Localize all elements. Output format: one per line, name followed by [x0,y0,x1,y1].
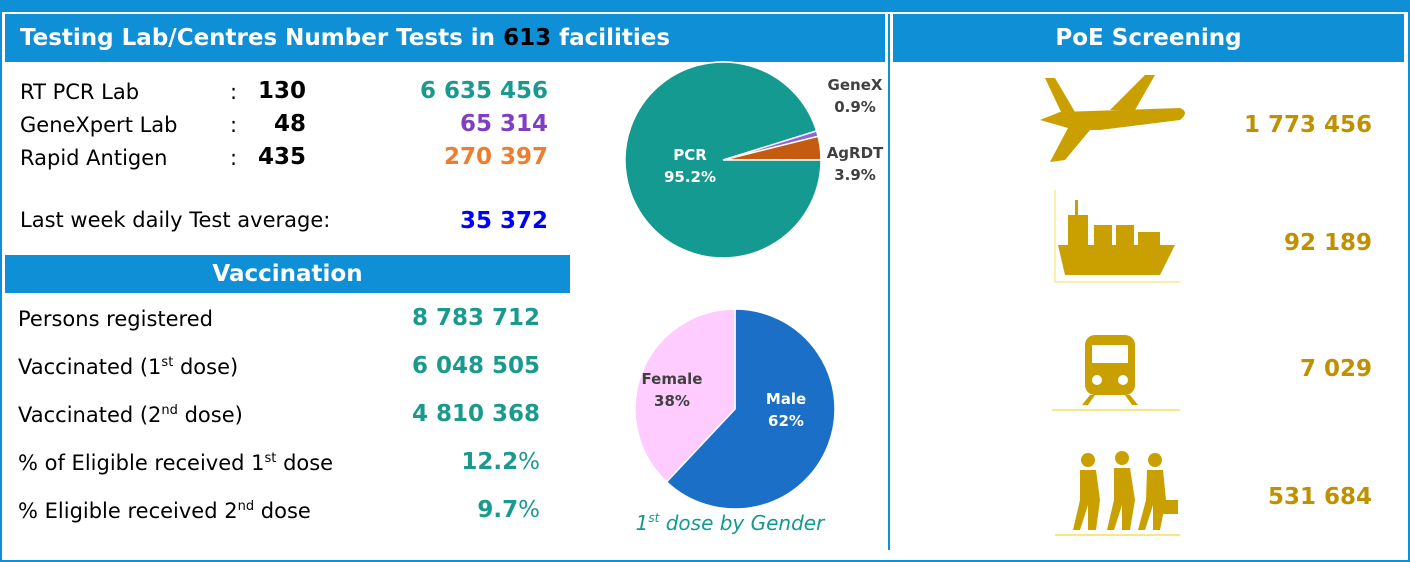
caption-part: dose by Gender [659,511,826,535]
slice-category: AgRDT [827,144,884,162]
vaccination-label: Persons registered [18,307,213,331]
poe-header: PoE Screening [893,14,1404,62]
value-unit: % [518,497,540,523]
value-unit: % [518,449,540,475]
slice-value-label: 38% [654,392,690,410]
poe-value: 92 189 [1283,230,1372,256]
label-sup: nd [237,499,255,514]
separator: : [230,146,238,170]
vaccination-title: Vaccination [212,261,363,287]
pie-slice [634,308,736,483]
divider [888,14,890,550]
test-count: 65 314 [459,111,548,137]
vaccination-label: Vaccinated (2nd dose) [18,403,243,427]
testing-title: Testing Lab/Centres Number Tests in [20,25,496,51]
facilities-count: 613 [503,25,552,51]
label-text: Persons registered [18,307,213,331]
label-text: Vaccinated (2 [18,403,162,427]
label-sup: nd [161,403,178,418]
vaccination-value: 12.2% [380,449,540,475]
testing-header: Testing Lab/Centres Number Tests in 613 … [5,14,885,62]
value-text: 8 783 712 [411,305,540,331]
vaccination-label: % Eligible received 2nd dose [18,499,311,523]
value-text: 4 810 368 [411,401,540,427]
label-end: dose) [173,355,239,379]
slice-value-label: 95.2% [664,168,716,186]
vaccination-value: 9.7% [380,497,540,523]
poe-value: 1 773 456 [1243,112,1372,138]
average-label: Last week daily Test average: [20,208,331,232]
test-count: 6 635 456 [419,78,548,104]
plane-icon [1040,75,1185,162]
slice-category: Female [642,370,703,388]
vaccination-label: Vaccinated (1st dose) [18,355,238,379]
vaccination-value: 8 783 712 [380,305,540,331]
test-count: 270 397 [443,144,548,170]
slice-category: PCR [673,146,707,164]
testing-title-end: facilities [559,25,671,51]
vaccination-value: 4 810 368 [380,401,540,427]
lab-label: RT PCR Lab [20,80,140,104]
slice-value-label: 3.9% [834,166,876,184]
label-text: % of Eligible received 1 [18,451,265,475]
poe-value: 7 029 [1299,356,1372,382]
train-icon [1052,335,1180,411]
label-sup: st [161,355,174,370]
value-text: 6 048 505 [411,353,540,379]
vaccination-label: % of Eligible received 1st dose [18,451,333,475]
ship-icon [1054,190,1180,283]
label-end: dose) [177,403,243,427]
caption-part: st [648,511,660,525]
slice-value-label: 62% [768,412,804,430]
lab-count: 48 [273,111,306,137]
caption-part: 1 [636,511,649,535]
lab-label: GeneXpert Lab [20,113,178,137]
label-text: Vaccinated (1 [18,355,162,379]
slice-category: GeneX [828,76,883,94]
poe-value: 531 684 [1267,484,1372,510]
separator: : [230,113,238,137]
separator: : [230,80,238,104]
slice-value-label: 0.9% [834,98,876,116]
value-text: 9.7 [477,497,519,523]
label-text: % Eligible received 2 [18,499,238,523]
label-end: dose [276,451,334,475]
lab-count: 130 [257,78,306,104]
pie-slice [624,61,822,259]
value-text: 12.2 [461,449,519,475]
people-icon [1055,451,1180,536]
label-sup: st [264,451,277,466]
poe-title: PoE Screening [1055,25,1242,51]
vaccination-header: Vaccination [5,255,570,293]
pie-caption: 1st dose by Gender [636,511,826,535]
lab-label: Rapid Antigen [20,146,168,170]
label-end: dose [254,499,311,523]
average-value: 35 372 [459,208,548,234]
lab-count: 435 [257,144,306,170]
vaccination-value: 6 048 505 [380,353,540,379]
slice-category: Male [766,390,806,408]
pie-slice [665,308,836,510]
